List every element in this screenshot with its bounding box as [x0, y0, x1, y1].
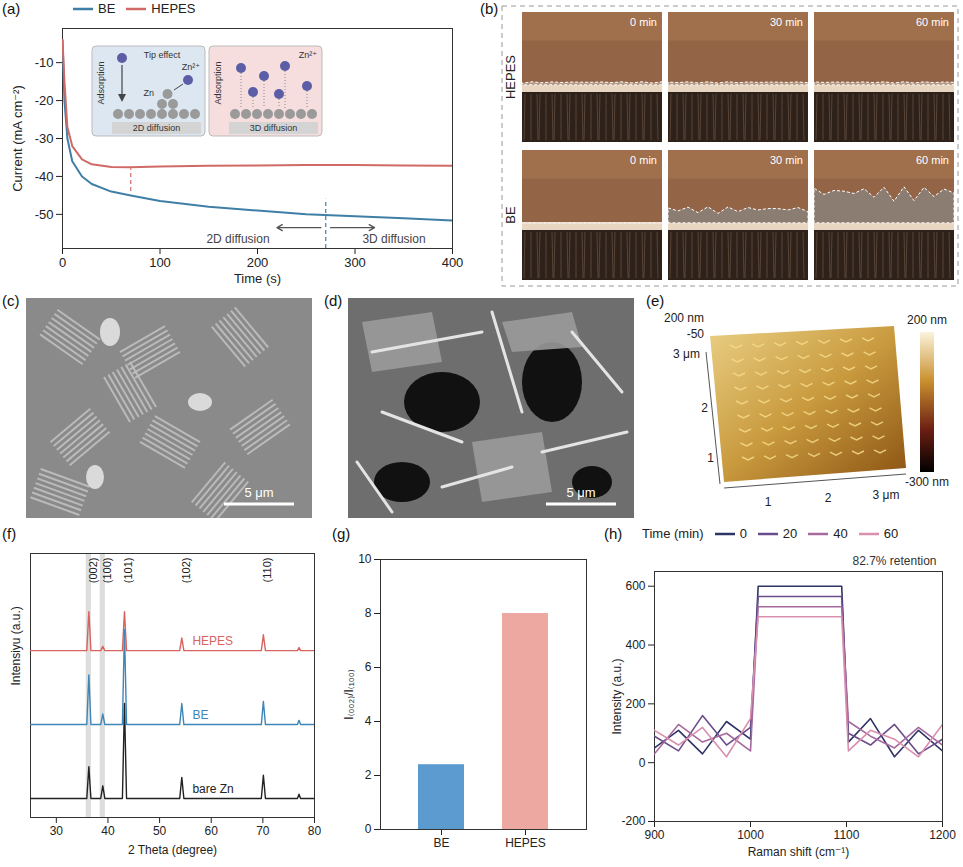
- svg-text:HEPES: HEPES: [505, 836, 546, 850]
- svg-text:Zn²⁺: Zn²⁺: [182, 62, 201, 72]
- svg-text:60: 60: [205, 824, 219, 838]
- svg-text:50: 50: [153, 824, 167, 838]
- svg-text:6: 6: [365, 660, 372, 674]
- svg-text:-200: -200: [621, 814, 645, 828]
- svg-text:Current (mA cm⁻²): Current (mA cm⁻²): [10, 85, 25, 192]
- svg-text:4: 4: [365, 714, 372, 728]
- html-text:Time (min): Time (min): [642, 526, 704, 541]
- svg-text:Zn: Zn: [143, 88, 154, 98]
- html-text:20: 20: [782, 526, 798, 541]
- svg-text:2 Theta (degree): 2 Theta (degree): [128, 843, 217, 857]
- svg-text:3 μm: 3 μm: [873, 488, 900, 502]
- html-text:60: 60: [883, 526, 899, 541]
- svg-text:60 min: 60 min: [916, 154, 949, 166]
- html-text:(h): (h): [604, 525, 623, 542]
- html-text:HEPES: HEPES: [151, 1, 196, 16]
- svg-text:2D diffusion: 2D diffusion: [206, 232, 269, 246]
- svg-text:5 μm: 5 μm: [566, 485, 595, 500]
- svg-text:300: 300: [344, 255, 366, 270]
- html-text:(a): (a): [2, 0, 21, 17]
- html-text:(d): (d): [324, 292, 343, 309]
- svg-text:70: 70: [256, 824, 270, 838]
- html-text:(g): (g): [332, 525, 351, 542]
- svg-text:200 nm: 200 nm: [664, 311, 704, 325]
- svg-text:HEPES: HEPES: [192, 634, 233, 648]
- svg-text:100: 100: [149, 255, 171, 270]
- html-text:0: 0: [739, 526, 747, 541]
- svg-text:HEPES: HEPES: [503, 55, 518, 99]
- svg-text:1200: 1200: [929, 828, 956, 842]
- svg-text:200 nm: 200 nm: [907, 313, 947, 327]
- svg-text:-50: -50: [35, 207, 54, 222]
- svg-text:30 min: 30 min: [770, 16, 803, 28]
- svg-text:Adsorption: Adsorption: [213, 61, 223, 104]
- svg-text:8: 8: [365, 606, 372, 620]
- svg-text:600: 600: [625, 579, 645, 593]
- svg-text:-300 nm: -300 nm: [905, 475, 949, 489]
- svg-text:Intensiyu (a.u.): Intensiyu (a.u.): [9, 606, 23, 685]
- svg-text:bare Zn: bare Zn: [192, 782, 233, 796]
- svg-text:BE: BE: [503, 206, 518, 224]
- svg-text:2: 2: [825, 491, 832, 505]
- svg-text:-20: -20: [35, 93, 54, 108]
- svg-text:0: 0: [639, 756, 646, 770]
- svg-text:3D diffusion: 3D diffusion: [362, 232, 425, 246]
- svg-text:Intensity (a.u.): Intensity (a.u.): [610, 658, 624, 734]
- svg-text:-30: -30: [35, 131, 54, 146]
- svg-text:40: 40: [101, 824, 115, 838]
- svg-text:0 min: 0 min: [630, 154, 657, 166]
- svg-text:Adsorption: Adsorption: [96, 61, 106, 104]
- html-text:(e): (e): [646, 292, 665, 309]
- svg-text:3 μm: 3 μm: [673, 347, 700, 361]
- svg-text:(102): (102): [180, 558, 192, 584]
- svg-text:BE: BE: [433, 836, 449, 850]
- svg-text:2: 2: [365, 768, 372, 782]
- svg-text:0 min: 0 min: [630, 16, 657, 28]
- svg-text:80: 80: [308, 824, 322, 838]
- html-text:(c): (c): [2, 292, 20, 309]
- svg-text:Time (s): Time (s): [234, 271, 281, 286]
- svg-text:1100: 1100: [834, 828, 860, 842]
- svg-text:(110): (110): [261, 558, 273, 583]
- svg-text:1000: 1000: [737, 828, 764, 842]
- svg-text:2D diffusion: 2D diffusion: [133, 123, 180, 133]
- svg-text:1: 1: [765, 495, 772, 509]
- svg-text:-50: -50: [687, 327, 705, 341]
- svg-text:(101): (101): [122, 558, 134, 584]
- html-text:40: 40: [833, 526, 848, 541]
- svg-text:Tip effect: Tip effect: [144, 50, 181, 60]
- svg-text:-40: -40: [35, 169, 54, 184]
- svg-text:82.7% retention: 82.7% retention: [852, 554, 936, 568]
- svg-text:400: 400: [625, 638, 645, 652]
- svg-text:Zn²⁺: Zn²⁺: [299, 50, 318, 60]
- svg-text:0: 0: [365, 822, 372, 836]
- svg-text:200: 200: [625, 697, 645, 711]
- svg-text:(002): (002): [87, 558, 99, 584]
- svg-text:3D diffusion: 3D diffusion: [250, 123, 297, 133]
- svg-text:(100): (100): [101, 558, 113, 584]
- html-text:(b): (b): [480, 0, 499, 17]
- svg-text:400: 400: [442, 255, 464, 270]
- svg-text:900: 900: [644, 828, 664, 842]
- svg-text:BE: BE: [192, 708, 208, 722]
- svg-text:1: 1: [707, 451, 714, 465]
- html-text:BE: BE: [98, 1, 116, 16]
- svg-text:I₍₀₀₂₎/I₍₁₀₀₎: I₍₀₀₂₎/I₍₁₀₀₎: [342, 669, 356, 719]
- svg-text:30: 30: [50, 824, 64, 838]
- svg-text:60 min: 60 min: [916, 16, 949, 28]
- svg-text:5 μm: 5 μm: [244, 485, 273, 500]
- svg-text:Raman shift (cm⁻¹): Raman shift (cm⁻¹): [748, 845, 850, 859]
- html-text:(f): (f): [2, 525, 17, 542]
- svg-text:10: 10: [358, 552, 372, 566]
- svg-text:200: 200: [247, 255, 269, 270]
- svg-text:2: 2: [701, 401, 708, 415]
- svg-text:0: 0: [59, 255, 66, 270]
- svg-text:30 min: 30 min: [770, 154, 803, 166]
- svg-text:-10: -10: [35, 55, 54, 70]
